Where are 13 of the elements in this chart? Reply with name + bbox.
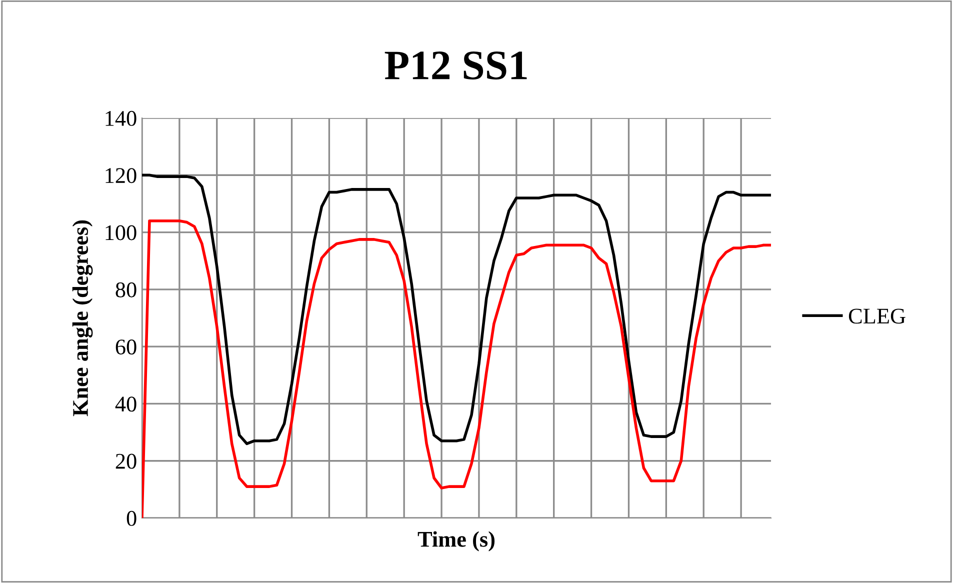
line-series: [142, 174, 771, 446]
y-tick-label: 60: [116, 340, 136, 354]
y-tick-label: 0: [126, 510, 136, 526]
x-axis-title: Time (s): [418, 531, 495, 552]
legend-label: CLEG: [848, 308, 906, 324]
y-tick-label: 140: [106, 110, 136, 126]
y-axis-title: Knee angle (degrees): [72, 220, 93, 416]
chart-title: P12 SS1: [384, 52, 527, 80]
y-tick-label: 40: [115, 396, 136, 412]
y-tick-label: 100: [106, 225, 136, 240]
y-tick-label: 120: [106, 168, 136, 184]
y-tick-label: 80: [116, 282, 136, 298]
y-tick-label: 20: [116, 454, 136, 469]
